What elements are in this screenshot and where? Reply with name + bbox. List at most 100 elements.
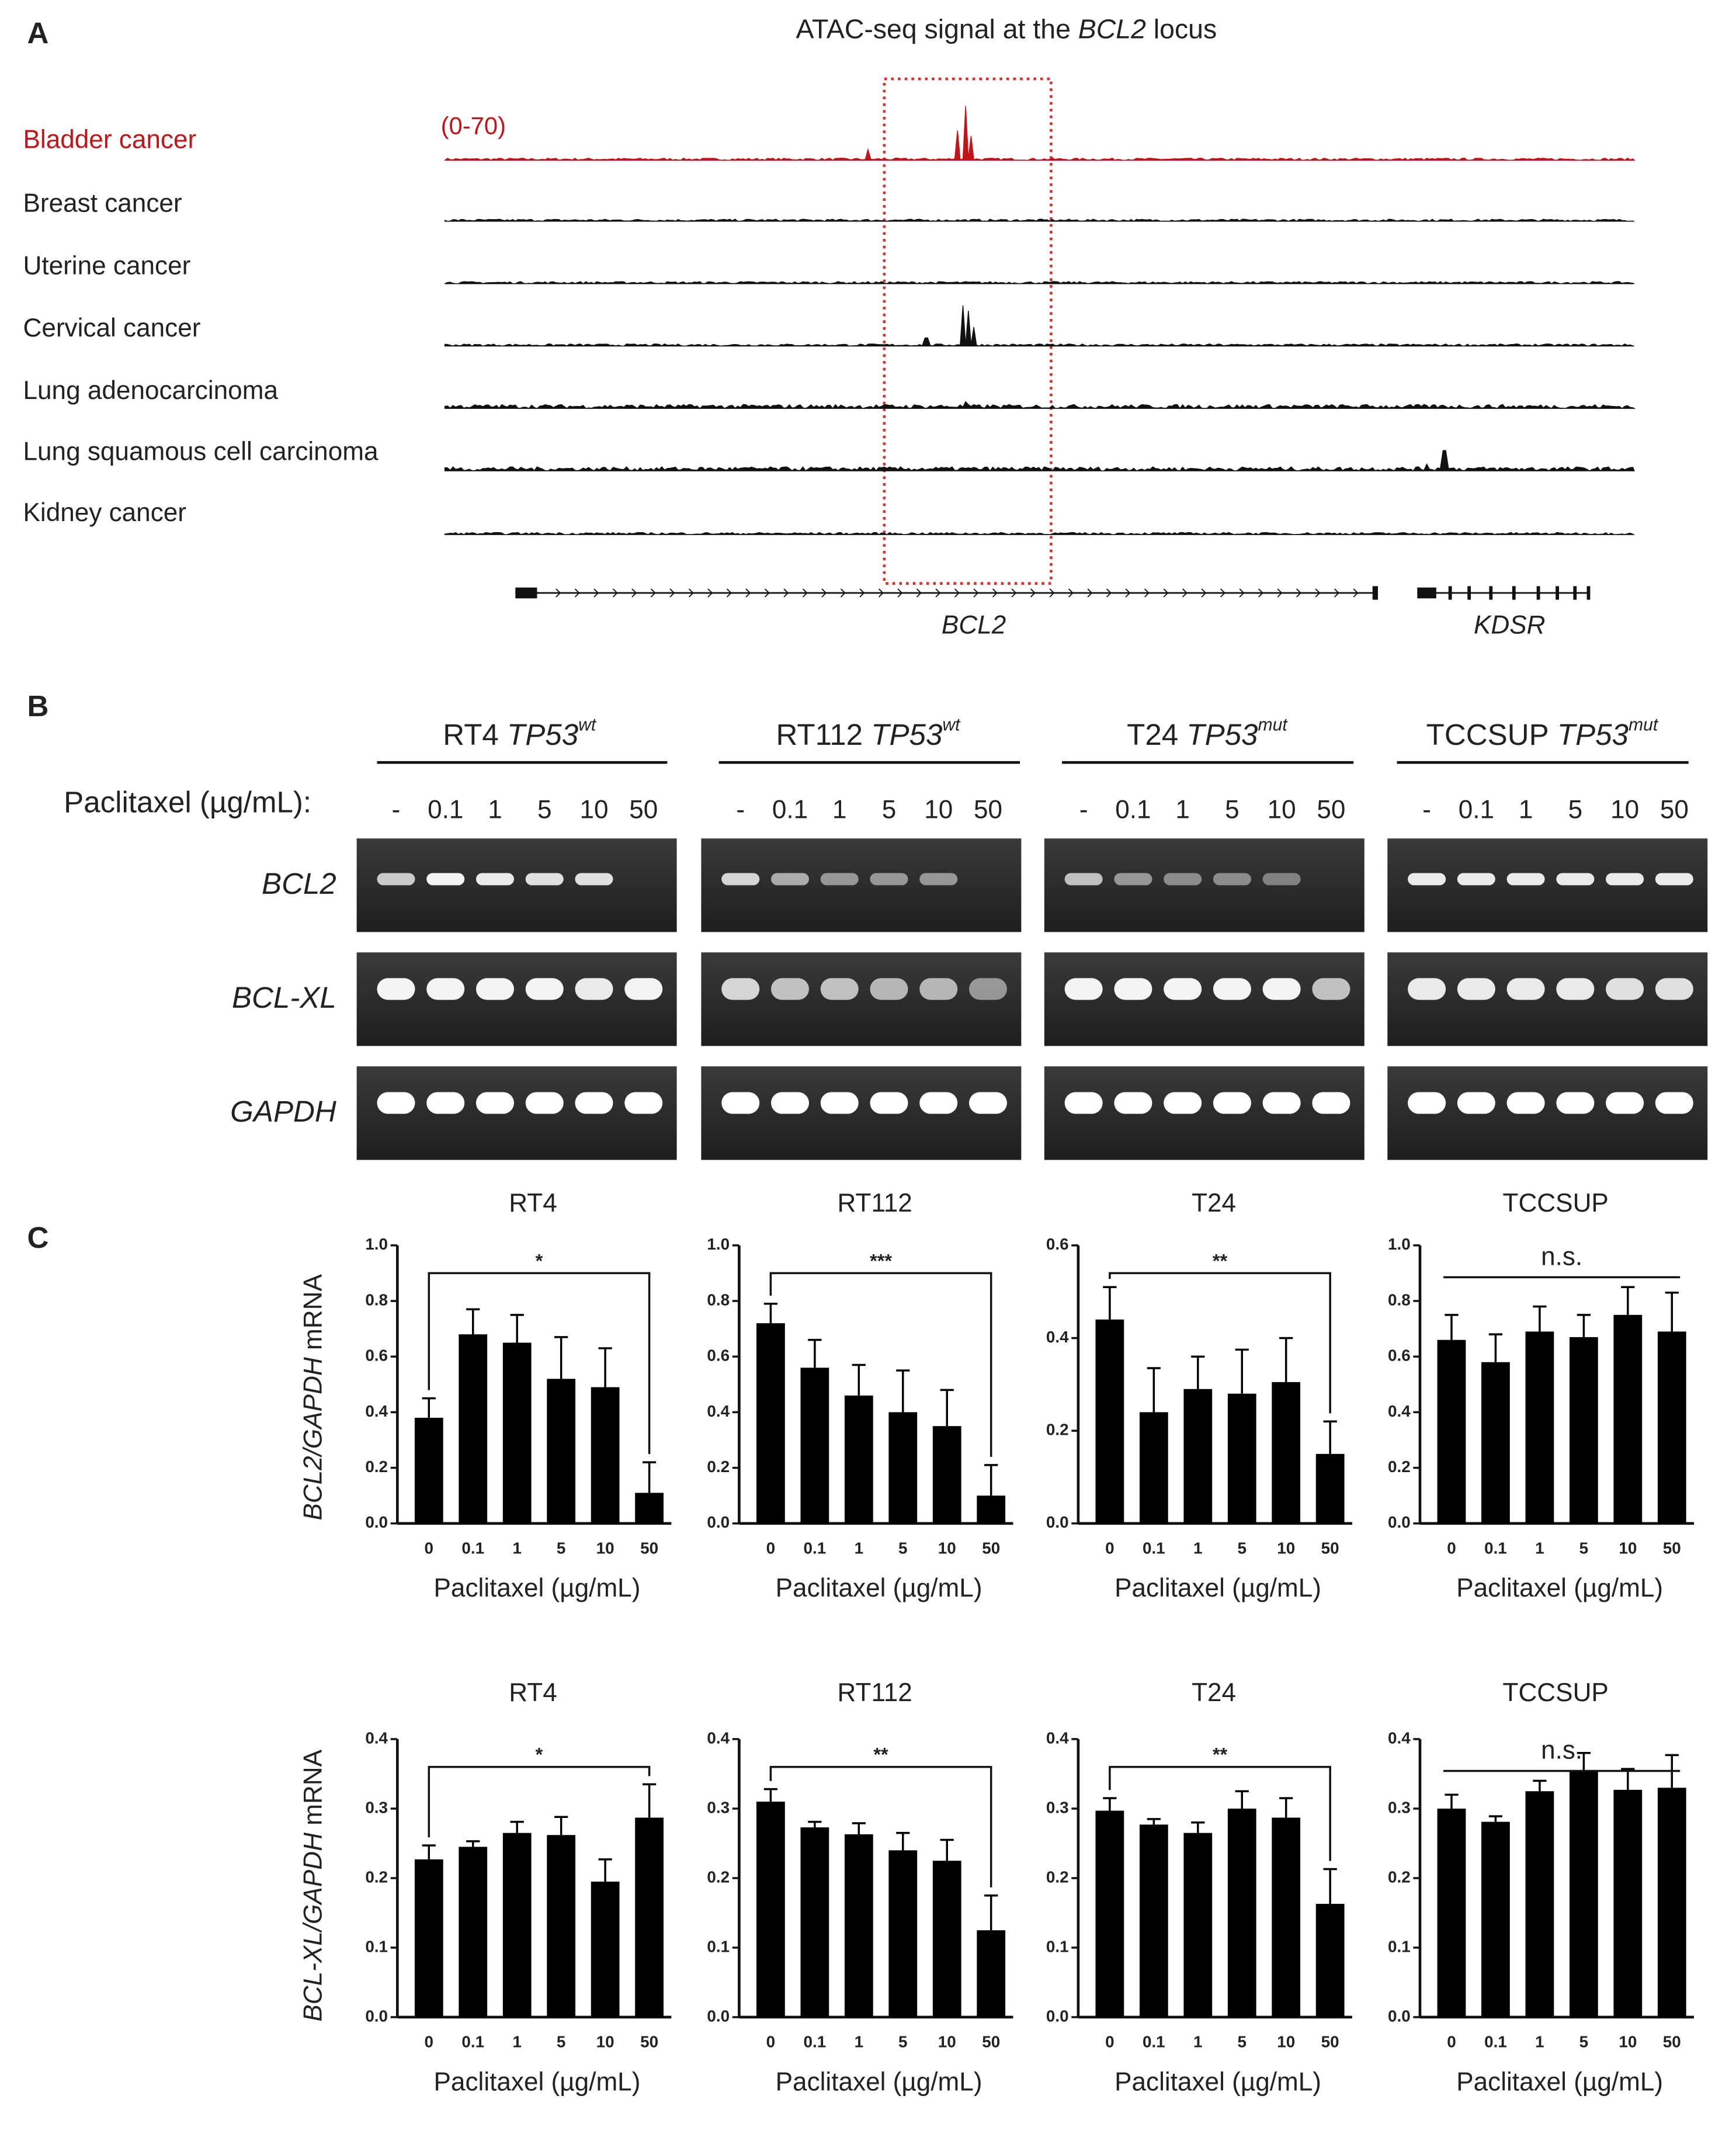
gel-band: [770, 978, 809, 1000]
exon: [1372, 586, 1379, 600]
panel-label: C: [27, 1221, 48, 1254]
bar: [502, 1342, 532, 1524]
x-tick-label: 0: [766, 1539, 776, 1557]
dose-label: -: [1422, 795, 1431, 824]
y-axis-label: BCL-XL/GAPDH mRNA: [298, 1749, 327, 2021]
x-tick-label: 50: [982, 1539, 1000, 1557]
chart-title: TCCSUP: [1503, 1678, 1609, 1707]
dose-label: 1: [1175, 795, 1190, 824]
bar: [635, 1493, 664, 1524]
bar: [800, 1368, 829, 1524]
x-axis-label: Paclitaxel (µg/mL): [434, 2067, 641, 2096]
x-tick-label: 1: [512, 1539, 521, 1557]
gel-band: [426, 978, 465, 1000]
x-tick-label: 5: [898, 2032, 908, 2050]
bar: [1095, 1810, 1124, 2017]
significance-label: **: [1213, 1250, 1228, 1271]
y-tick-label: 0.2: [1388, 1868, 1411, 1886]
bar: [1095, 1319, 1124, 1524]
intron-arrow: [973, 588, 979, 598]
gel-band: [624, 978, 663, 1000]
gel-band: [575, 873, 613, 886]
significance-bracket: [769, 1272, 992, 1457]
x-tick-label: 0.1: [1484, 2032, 1507, 2050]
cell-line-header: RT112 TP53wt: [776, 716, 961, 751]
dose-label: 10: [924, 795, 953, 824]
dose-label: 5: [1225, 795, 1239, 824]
dose-label: 0.1: [428, 795, 463, 824]
gel-band: [820, 873, 859, 886]
intron-arrow: [1087, 588, 1093, 598]
bar: [977, 1930, 1006, 2017]
exon: [1489, 586, 1493, 600]
gel-band: [377, 978, 415, 1000]
significance-label: n.s.: [1541, 1243, 1582, 1271]
bar: [1481, 1362, 1510, 1524]
gel: [701, 1066, 1022, 1160]
gel: [1044, 1066, 1365, 1160]
x-tick-label: 0.1: [461, 2032, 484, 2050]
intron-arrow: [1144, 588, 1150, 598]
gel-band: [870, 978, 908, 1000]
y-tick-label: 0.3: [1388, 1798, 1411, 1816]
significance-bracket: [1109, 1765, 1331, 1861]
significance-bracket: [1109, 1272, 1331, 1414]
x-tick-label: 10: [596, 1539, 614, 1557]
intron-arrow: [669, 588, 675, 598]
significance-bracket: [428, 1272, 651, 1455]
y-tick-label: 0.2: [365, 1868, 388, 1886]
x-tick-label: 10: [1277, 2032, 1295, 2050]
bar: [414, 1417, 443, 1524]
x-tick-label: 5: [1579, 2032, 1589, 2050]
x-tick-label: 50: [640, 2032, 658, 2050]
treatment-label: Paclitaxel (µg/mL):: [64, 786, 311, 819]
intron-arrow: [1258, 588, 1263, 598]
gel: [356, 1066, 677, 1160]
y-tick-label: 0.0: [365, 1513, 388, 1531]
x-tick-label: 5: [1238, 1539, 1247, 1557]
gel-band: [1114, 1092, 1152, 1114]
y-tick-label: 0.0: [1046, 1513, 1069, 1531]
y-tick-label: 0.4: [1388, 1729, 1411, 1747]
gene-name: KDSR: [1474, 611, 1546, 640]
bar: [1613, 1789, 1643, 2017]
bar: [1139, 1824, 1168, 2017]
y-tick-label: 0.0: [1388, 1513, 1411, 1531]
intron-arrow: [1163, 588, 1169, 598]
intron-arrow: [1277, 588, 1283, 598]
panel-label: A: [27, 16, 48, 50]
bar: [800, 1827, 829, 2017]
track-label: Uterine cancer: [23, 251, 190, 280]
space: [499, 718, 507, 751]
chart-title: RT112: [837, 1189, 912, 1217]
gel-band: [1408, 1092, 1446, 1114]
gel-band: [1064, 1092, 1103, 1114]
gel-band: [575, 1092, 613, 1114]
y-tick-label: 0.4: [365, 1729, 388, 1747]
gel-band: [1556, 873, 1595, 886]
gel-band: [870, 1092, 908, 1114]
bar: [1315, 1453, 1345, 1524]
gel-band: [968, 978, 1007, 1000]
dose-label: 1: [1519, 795, 1533, 824]
x-tick-label: 5: [557, 1539, 565, 1557]
intron-arrow: [1068, 588, 1074, 598]
gel-band: [1064, 873, 1103, 886]
x-tick-label: 5: [1238, 2032, 1247, 2050]
gel-band: [1262, 873, 1301, 886]
intron-arrow: [802, 588, 808, 598]
significance-label: ***: [870, 1250, 892, 1271]
x-tick-label: 1: [1193, 2032, 1203, 2050]
y-tick-label: 0.1: [1046, 1937, 1069, 1955]
gel-band: [1262, 1092, 1301, 1114]
bar: [888, 1850, 918, 2017]
x-tick-label: 0.1: [803, 2032, 826, 2050]
genotype-status: mut: [1258, 716, 1288, 735]
gel-band: [377, 873, 415, 886]
x-tick-label: 10: [938, 1539, 956, 1557]
y-tick-label: 0.0: [1046, 2007, 1069, 2025]
intron-arrow: [992, 588, 998, 598]
gel-band: [1506, 1092, 1545, 1114]
track-label: Kidney cancer: [23, 498, 186, 527]
